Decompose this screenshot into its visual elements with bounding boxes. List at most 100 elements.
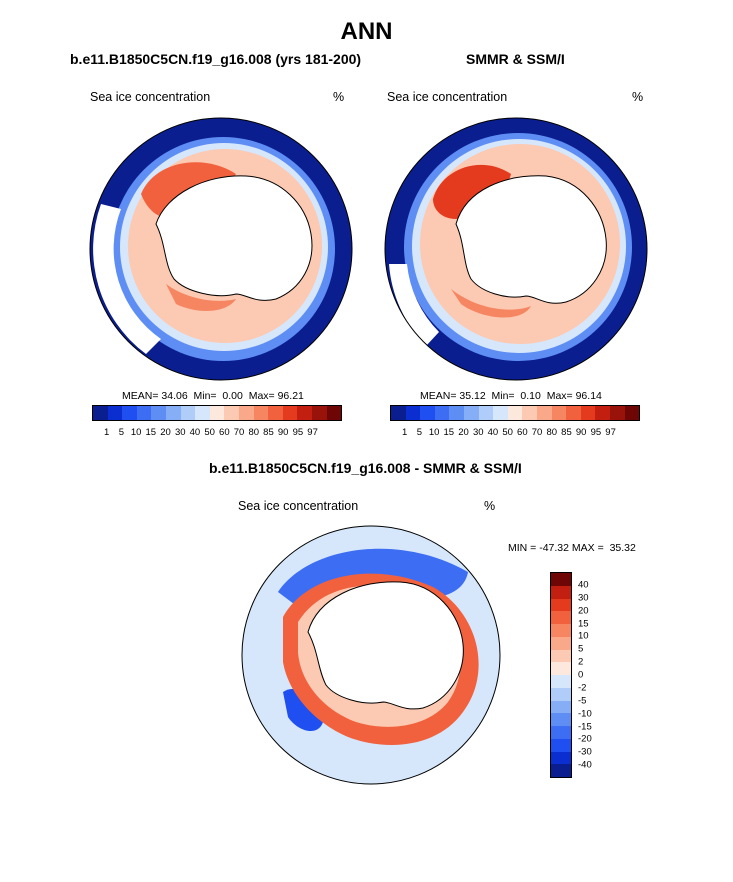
panel3-min: -47.32 (539, 542, 569, 554)
colorbar-tick-label: 95 (292, 427, 304, 438)
colorbar-tick-label: 5 (416, 427, 423, 438)
colorbar-tick-label: 10 (130, 427, 142, 438)
panel2-units: % (632, 90, 644, 104)
colorbar-swatch (405, 406, 421, 420)
panel2-map (384, 117, 648, 381)
colorbar-swatch (209, 406, 225, 420)
colorbar-swatch (551, 662, 571, 675)
colorbar-swatch (551, 738, 571, 752)
panel2-missing-wedge (389, 264, 439, 346)
colorbar-swatch (551, 585, 571, 599)
colorbar-tick-label: 2 (578, 656, 584, 668)
colorbar-tick-label: 60 (517, 427, 528, 438)
panel3-min-label: MIN = (508, 542, 537, 554)
panel1-antarctica (155, 175, 313, 301)
colorbar-swatch (434, 406, 450, 420)
colorbar-tick-label: 80 (248, 427, 260, 438)
panel1-max-label: Max= (248, 390, 275, 402)
colorbar-tick-label: 40 (189, 427, 201, 438)
colorbar-tick-label: 70 (531, 427, 543, 438)
panel2-min: 0.10 (520, 390, 541, 402)
colorbar-swatch (478, 406, 494, 420)
colorbar-tick-label: 40 (487, 427, 499, 438)
panel3-minmax: MIN = -47.32 MAX = 35.32 (508, 542, 636, 554)
colorbar-tick-label: 30 (174, 427, 186, 438)
panel3-left-label: Sea ice concentration (238, 499, 359, 513)
colorbar-swatch (536, 406, 552, 420)
colorbar-tick-label: 85 (561, 427, 572, 438)
colorbar-swatch (136, 406, 152, 420)
panel3-max: 35.32 (609, 542, 636, 554)
panel2-ice-high-2 (451, 289, 531, 318)
panel2-colorbar-ticks: 1 5 10 15 20 30 40 50 60 70 80 85 90 95 97 (390, 427, 640, 441)
colorbar-tick-label: 5 (118, 427, 125, 438)
panel1-units: % (333, 90, 345, 104)
panel3-neg-west (283, 688, 323, 732)
panel1-min-label: Min= (193, 390, 217, 402)
colorbar-tick-label: 50 (502, 427, 513, 438)
panel3-antarctica (307, 581, 464, 710)
colorbar-swatch (624, 406, 640, 420)
colorbar-swatch (551, 700, 571, 714)
colorbar-swatch (595, 406, 610, 420)
panel1-colorbar (92, 405, 342, 421)
panel1-colorbar-ticks: 1 5 10 15 20 30 40 50 60 70 80 85 90 95 97 (92, 427, 342, 441)
colorbar-tick-label: -15 (578, 721, 592, 732)
colorbar-tick-label: 50 (204, 427, 215, 438)
panel3-max-label: MAX = (571, 542, 604, 554)
colorbar-tick-label: -5 (578, 695, 587, 707)
colorbar-swatch (551, 406, 567, 420)
colorbar-tick-label: 15 (443, 427, 455, 438)
colorbar-tick-label: 70 (233, 427, 245, 438)
colorbar-tick-label: 20 (458, 427, 469, 438)
panel2-boundary (384, 117, 648, 381)
colorbar-tick-label: -30 (578, 746, 592, 758)
panel3-colorbar-ticks: 40 30 20 15 10 5 2 0 -2 -5 -10 -15 -20 -30 -40 (578, 572, 608, 778)
panel3-boundary (241, 525, 501, 785)
panel2-title: SMMR & SSM/I (466, 51, 565, 67)
colorbar-swatch (507, 406, 523, 420)
colorbar-swatch (551, 649, 571, 663)
panel2-antarctica (455, 175, 607, 304)
colorbar-swatch (551, 598, 571, 612)
panel1-stats: MEAN= 34.06 Min= 0.00 Max= 96.21 (122, 390, 304, 402)
colorbar-tick-label: 30 (472, 427, 484, 438)
colorbar-tick-label: 85 (263, 427, 274, 438)
colorbar-swatch (195, 406, 210, 420)
panel2-colorbar (390, 405, 640, 421)
colorbar-swatch (224, 406, 239, 420)
panel1-boundary (89, 117, 353, 381)
colorbar-tick-label: 30 (578, 592, 589, 604)
colorbar-swatch (449, 406, 464, 420)
colorbar-swatch (493, 406, 508, 420)
panel1-min: 0.00 (222, 390, 243, 402)
colorbar-swatch (609, 406, 625, 420)
colorbar-swatch (522, 406, 537, 420)
panel1-mean: 34.06 (161, 390, 188, 402)
colorbar-swatch (551, 726, 571, 739)
colorbar-swatch (551, 687, 571, 701)
colorbar-swatch (151, 406, 166, 420)
colorbar-swatch (551, 751, 571, 765)
panel3-units: % (484, 499, 496, 513)
panel2-stats: MEAN= 35.12 Min= 0.10 Max= 96.14 (420, 390, 602, 402)
colorbar-swatch (268, 406, 283, 420)
colorbar-swatch (253, 406, 269, 420)
colorbar-swatch (122, 406, 137, 420)
panel1-mean-label: MEAN= (122, 390, 159, 402)
colorbar-swatch (391, 406, 406, 420)
colorbar-swatch (107, 406, 123, 420)
colorbar-swatch (326, 406, 342, 420)
panel1-left-label: Sea ice concentration (90, 90, 211, 104)
colorbar-tick-label: -10 (578, 708, 592, 720)
panel2-max: 96.14 (575, 390, 602, 402)
colorbar-swatch (165, 406, 181, 420)
colorbar-tick-label: 60 (219, 427, 230, 438)
colorbar-swatch (297, 406, 312, 420)
colorbar-swatch (551, 713, 571, 726)
panel1-max: 96.21 (277, 390, 304, 402)
colorbar-swatch (551, 573, 571, 586)
colorbar-swatch (551, 764, 571, 777)
colorbar-swatch (551, 624, 571, 637)
panel2-ice-high (433, 164, 511, 219)
